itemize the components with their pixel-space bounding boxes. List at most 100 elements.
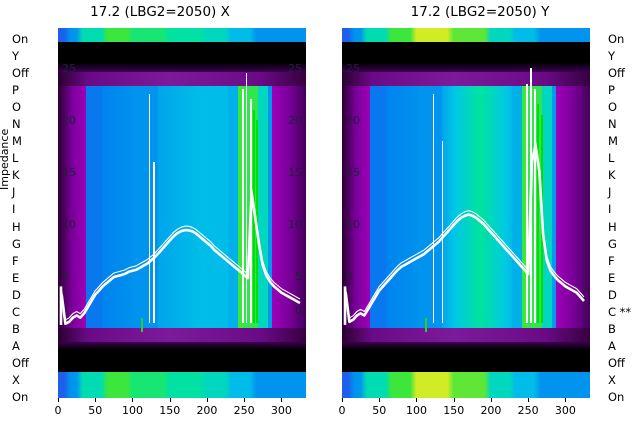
panel-y-ytick-5: 5 [346, 270, 353, 283]
heatmap-column [176, 28, 179, 398]
heatmap-column [476, 28, 479, 398]
heatmap-column [406, 28, 409, 398]
panel-x-ytick-right-25: 25 [288, 62, 302, 75]
heatmap-column [496, 28, 499, 398]
x-tick-label: 150 [443, 404, 465, 417]
heatmap-column [374, 28, 377, 398]
heatmap-column [190, 28, 193, 398]
heatmap-column [386, 28, 389, 398]
heatmap-column [488, 28, 491, 398]
heatmap-column [196, 28, 199, 398]
heatmap-column [428, 28, 431, 398]
heatmap-column [512, 28, 515, 398]
heatmap-column [234, 28, 237, 398]
heatmap-column [146, 28, 149, 398]
heatmap-column [454, 28, 457, 398]
axis-letter-n-5: N [608, 117, 617, 132]
heatmap-top-black [342, 42, 590, 62]
heatmap-column [140, 28, 143, 398]
spike-line [153, 161, 155, 323]
axis-letter-h-11: H [12, 219, 21, 234]
heatmap-column [458, 28, 461, 398]
heatmap-column [94, 28, 97, 398]
heatmap-column [156, 28, 159, 398]
heatmap-column [188, 28, 191, 398]
spike-line [256, 120, 259, 323]
heatmap-column [384, 28, 387, 398]
x-tick-mark [528, 398, 530, 402]
heatmap-column [244, 28, 247, 398]
heatmap-column [154, 28, 157, 398]
panel-x-ytick-right-5: 5 [295, 270, 302, 283]
heatmap-column [440, 28, 443, 398]
heatmap-column [470, 28, 473, 398]
panel-y-plot[interactable]: 25 20 15 10 5 [342, 28, 590, 398]
panel-x-ytick-5: 5 [62, 270, 69, 283]
panel-y-ytick-25: 25 [346, 62, 360, 75]
heatmap-column [444, 28, 447, 398]
heatmap-column [208, 28, 211, 398]
heatmap-column [460, 28, 463, 398]
heatmap-column [124, 28, 127, 398]
heatmap-top-strip [342, 28, 590, 42]
spike-line [534, 88, 536, 323]
heatmap-column [490, 28, 493, 398]
heatmap-column [400, 28, 403, 398]
x-tick-label: 100 [405, 404, 427, 417]
heatmap-column [194, 28, 197, 398]
panel-x-ytick-20: 20 [62, 114, 76, 127]
heatmap-column [502, 28, 505, 398]
x-tick-label: 200 [480, 404, 502, 417]
x-tick-mark [244, 398, 246, 402]
x-tick-label: 200 [196, 404, 218, 417]
heatmap-column [464, 28, 467, 398]
panel-x-trace [59, 188, 301, 326]
heatmap-column [90, 28, 93, 398]
heatmap-column [134, 28, 137, 398]
spike-line [525, 83, 528, 323]
spike-line [148, 94, 151, 323]
panel-x-ytick-right-20: 20 [288, 114, 302, 127]
axis-letter-h-11: H [608, 219, 617, 234]
heatmap-column [532, 28, 535, 398]
spike-line [432, 94, 435, 323]
heatmap-column [184, 28, 187, 398]
axis-letter-b-17: B [12, 321, 20, 336]
axis-letter-m-6: M [608, 134, 618, 149]
heatmap-column [270, 28, 273, 398]
heatmap-column [430, 28, 433, 398]
axis-letter-on-21: On [608, 390, 625, 404]
axis-letter-l-7: L [12, 151, 19, 166]
heatmap-column [130, 28, 133, 398]
heatmap-column [168, 28, 171, 398]
heatmap-column [192, 28, 195, 398]
heatmap-column [480, 28, 483, 398]
heatmap-column [500, 28, 503, 398]
panel-x-plot[interactable]: 25 20 15 10 5 25 20 15 10 5 0 [58, 28, 306, 398]
heatmap-column [132, 28, 135, 398]
heatmap-bottom-strip [342, 372, 590, 398]
heatmap-column [110, 28, 113, 398]
heatmap-column [472, 28, 475, 398]
heatmap-column [214, 28, 217, 398]
spike-line [245, 73, 248, 323]
heatmap-column [268, 28, 271, 398]
x-tick-label: 300 [554, 404, 576, 417]
heatmap-column [138, 28, 141, 398]
heatmap-column [226, 28, 229, 398]
heatmap-bottom-fade [58, 342, 306, 350]
heatmap-bottom-strip [58, 372, 306, 398]
panel-y-ytick-20: 20 [346, 114, 360, 127]
heatmap-column [372, 28, 375, 398]
heatmap-column [478, 28, 481, 398]
panel-x-ytick-right-0: 0 [295, 304, 302, 317]
heatmap-column [452, 28, 455, 398]
heatmap-column [210, 28, 213, 398]
x-tick-mark [379, 398, 381, 402]
panel-y-ytick-15: 15 [346, 166, 360, 179]
heatmap-column [120, 28, 123, 398]
heatmap-column [142, 28, 145, 398]
axis-letter-on-0: On [12, 32, 29, 46]
heatmap-column [180, 28, 183, 398]
x-tick-mark [453, 398, 455, 402]
